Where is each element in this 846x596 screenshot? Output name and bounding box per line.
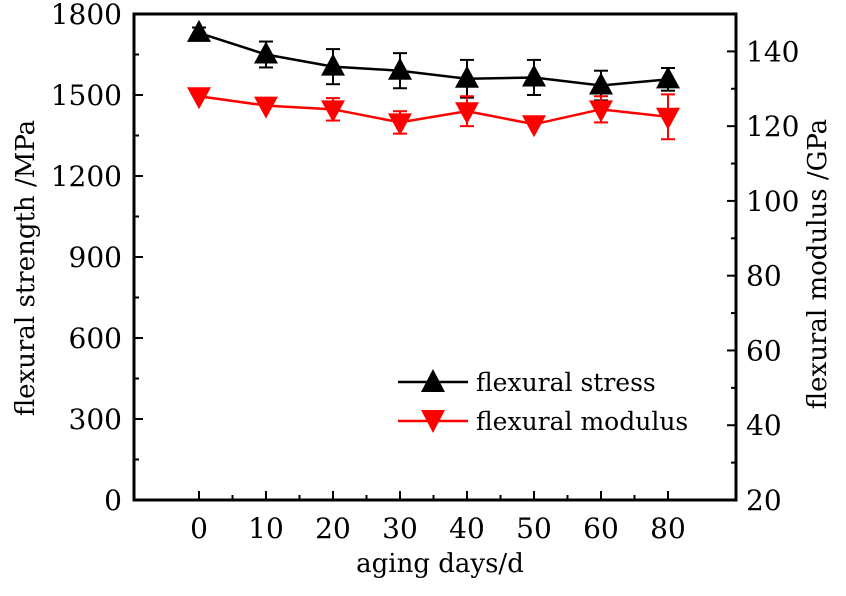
data-point-marker bbox=[187, 87, 211, 110]
y-right-tick-label: 100 bbox=[746, 185, 799, 218]
y-axis-right-title: flexural modulus /GPa bbox=[803, 119, 833, 409]
data-point-marker bbox=[589, 100, 613, 123]
data-point-marker bbox=[656, 107, 680, 130]
data-point-marker bbox=[522, 115, 546, 138]
data-point-marker bbox=[187, 19, 211, 42]
axis-ticks: 0 300 600 900 1200 1500 1800 20 40 60 80 100 120 140 0… bbox=[51, 0, 800, 545]
x-tick-label: 30 bbox=[382, 512, 418, 545]
y-right-tick-label: 20 bbox=[746, 484, 782, 517]
data-point-marker bbox=[522, 64, 546, 87]
x-tick-label: 60 bbox=[583, 512, 619, 545]
data-point-marker bbox=[589, 72, 613, 95]
data-point-marker bbox=[254, 41, 278, 64]
y-left-tick-label: 1500 bbox=[51, 79, 122, 112]
series-line-1 bbox=[198, 95, 669, 126]
x-tick-label: 0 bbox=[190, 512, 208, 545]
y-left-tick-label: 1800 bbox=[51, 0, 122, 31]
y-right-tick-label: 80 bbox=[746, 260, 782, 293]
x-tick-label: 20 bbox=[315, 512, 351, 545]
x-tick-label: 50 bbox=[516, 512, 552, 545]
y-left-tick-label: 0 bbox=[104, 484, 122, 517]
data-point-marker bbox=[321, 100, 345, 123]
data-point-marker bbox=[254, 96, 278, 119]
x-tick-label: 40 bbox=[449, 512, 485, 545]
data-point-marker bbox=[656, 66, 680, 89]
y-left-tick-label: 600 bbox=[69, 322, 122, 355]
legend-marker-modulus bbox=[421, 410, 445, 433]
legend-marker-stress bbox=[421, 369, 445, 392]
y-right-tick-label: 120 bbox=[746, 110, 799, 143]
data-point-marker bbox=[388, 57, 412, 80]
y-right-tick-label: 60 bbox=[746, 334, 782, 367]
x-axis-title: aging days/d bbox=[356, 549, 524, 579]
data-point-marker bbox=[455, 65, 479, 88]
y-right-tick-label: 40 bbox=[746, 409, 782, 442]
y-left-tick-label: 1200 bbox=[51, 160, 122, 193]
y-right-tick-label: 140 bbox=[746, 35, 799, 68]
x-tick-label: 80 bbox=[650, 512, 686, 545]
legend-label-modulus: flexural modulus bbox=[476, 407, 688, 436]
y-left-tick-label: 900 bbox=[69, 241, 122, 274]
data-point-marker bbox=[321, 53, 345, 76]
series-layer bbox=[187, 19, 680, 141]
series-line-0 bbox=[198, 31, 669, 87]
x-tick-label: 10 bbox=[248, 512, 284, 545]
data-point-marker bbox=[455, 102, 479, 125]
legend-label-stress: flexural stress bbox=[476, 368, 656, 397]
legend: flexural stress flexural modulus bbox=[398, 368, 688, 436]
y-left-tick-label: 300 bbox=[69, 403, 122, 436]
y-axis-left-title: flexural strength /MPa bbox=[11, 120, 41, 416]
data-point-marker bbox=[388, 113, 412, 136]
